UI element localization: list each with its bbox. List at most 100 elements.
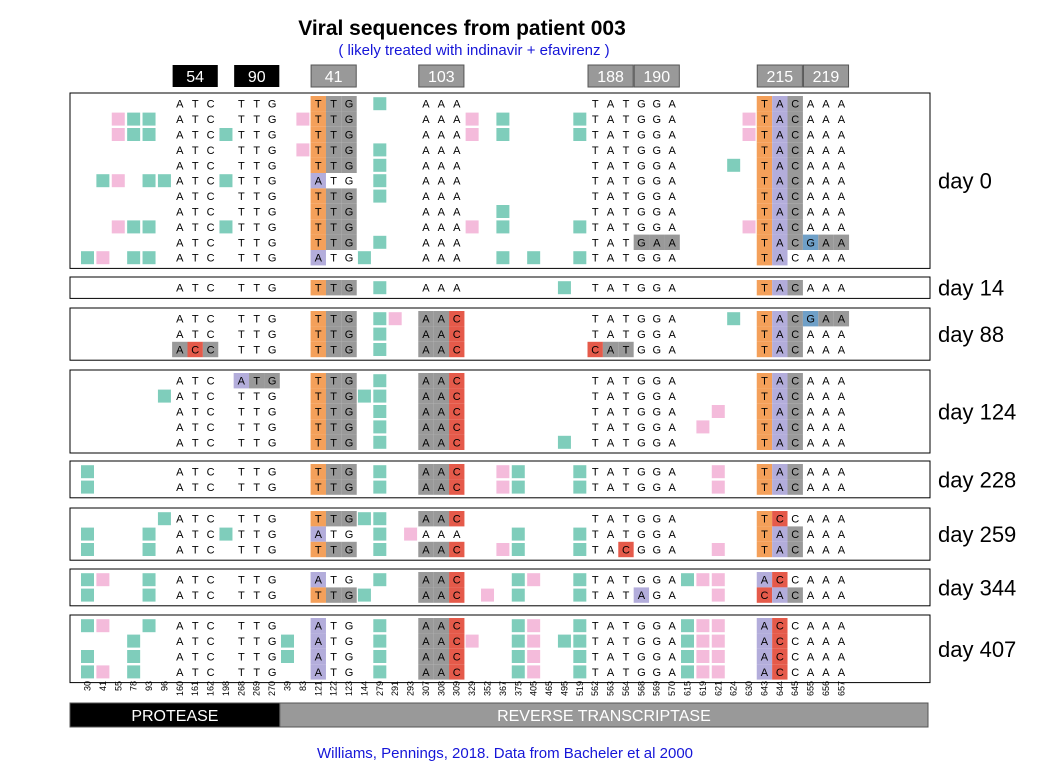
nucleotide: G	[268, 329, 277, 341]
nucleotide: C	[207, 407, 215, 419]
nucleotide: G	[652, 545, 661, 557]
cell-res	[772, 587, 788, 603]
codon-label-219: 219	[813, 69, 840, 86]
nucleotide: A	[176, 636, 184, 648]
nucleotide: C	[791, 376, 799, 388]
codon-label-54: 54	[186, 69, 204, 86]
nucleotide: A	[668, 283, 676, 295]
cell-shade	[325, 464, 342, 480]
nucleotide: A	[838, 114, 846, 126]
position-tick-270: 270	[267, 681, 277, 696]
cell-syn	[373, 573, 387, 587]
nucleotide: T	[253, 253, 260, 265]
nucleotide: T	[623, 207, 630, 219]
nucleotide: A	[822, 652, 830, 664]
nucleotide: C	[207, 114, 215, 126]
nucleotide: C	[791, 529, 799, 541]
position-tick-495: 495	[559, 681, 569, 696]
nucleotide: T	[592, 652, 599, 664]
nucleotide: T	[315, 130, 322, 142]
nucleotide: G	[637, 314, 646, 326]
nucleotide: T	[330, 130, 337, 142]
nucleotide: A	[453, 191, 461, 203]
codon-label-190: 190	[643, 69, 670, 86]
nucleotide: A	[607, 514, 615, 526]
cell-tam	[310, 234, 326, 250]
position-tick-375: 375	[513, 681, 523, 696]
cell-syn	[81, 573, 94, 587]
cell-shade	[787, 479, 803, 495]
nucleotide: A	[822, 329, 830, 341]
cell-res	[310, 648, 326, 665]
nucleotide: T	[238, 391, 245, 403]
cell-non	[711, 588, 725, 602]
nucleotide: T	[623, 376, 630, 388]
cell-syn	[81, 650, 94, 663]
position-tick-41: 41	[98, 681, 108, 691]
nucleotide: G	[268, 467, 277, 479]
cell-syn	[373, 312, 387, 326]
nucleotide: T	[238, 237, 245, 249]
cell-syn	[573, 220, 587, 234]
nucleotide: A	[422, 437, 430, 449]
cell-non	[527, 619, 541, 633]
nucleotide: T	[192, 391, 199, 403]
position-tick-160: 160	[175, 681, 185, 696]
nucleotide: T	[330, 145, 337, 157]
nucleotide: C	[791, 160, 799, 172]
cell-syn	[81, 588, 94, 602]
cell-drm	[772, 633, 788, 649]
nucleotide: C	[207, 514, 215, 526]
nucleotide: T	[192, 667, 199, 679]
nucleotide: T	[238, 314, 245, 326]
nucleotide: T	[192, 575, 199, 587]
nucleotide: G	[637, 545, 646, 557]
position-tick-39: 39	[283, 681, 293, 691]
cell-tam	[756, 541, 773, 558]
cell-res	[772, 388, 788, 404]
cell-shade	[602, 341, 619, 358]
nucleotide: A	[422, 176, 430, 188]
cell-syn	[127, 220, 141, 234]
codon-label-215: 215	[766, 69, 793, 86]
nucleotide: A	[838, 590, 846, 602]
cell-shade	[787, 541, 803, 558]
nucleotide: A	[668, 652, 676, 664]
nucleotide: T	[238, 145, 245, 157]
nucleotide: G	[345, 482, 354, 494]
nucleotide: C	[791, 652, 799, 664]
nucleotide: T	[592, 283, 599, 295]
nucleotide: A	[607, 130, 615, 142]
cell-shade	[341, 479, 357, 495]
nucleotide: A	[668, 253, 676, 265]
nucleotide: A	[422, 329, 430, 341]
cell-tam	[310, 203, 326, 220]
nucleotide: T	[192, 114, 199, 126]
cell-non	[96, 251, 110, 265]
nucleotide: A	[438, 253, 446, 265]
nucleotide: G	[268, 145, 277, 157]
cell-syn	[81, 619, 94, 633]
nucleotide: T	[592, 391, 599, 403]
nucleotide: G	[268, 667, 277, 679]
cell-shade	[433, 511, 450, 527]
nucleotide: G	[637, 207, 646, 219]
cell-res	[756, 572, 773, 588]
cell-res	[772, 250, 788, 266]
cell-shade	[787, 173, 803, 189]
nucleotide: A	[422, 529, 430, 541]
nucleotide: A	[838, 145, 846, 157]
nucleotide: T	[315, 314, 322, 326]
cell-syn	[96, 174, 110, 188]
nucleotide: T	[592, 590, 599, 602]
nucleotide: A	[761, 575, 769, 587]
cell-non	[465, 128, 479, 141]
cell-drm	[449, 464, 465, 480]
cell-shade	[341, 434, 357, 450]
